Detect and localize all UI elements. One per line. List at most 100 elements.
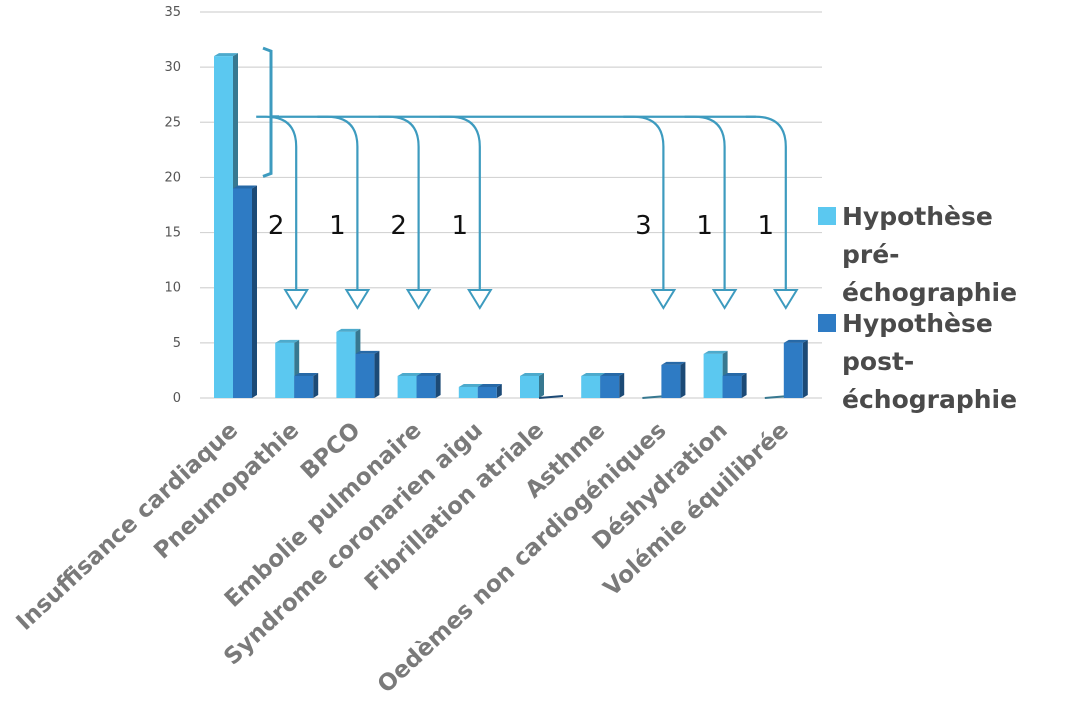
arrow-head	[283, 289, 309, 310]
arrow-path	[745, 115, 787, 291]
bar-front	[477, 386, 497, 398]
arrow-count-label: 1	[329, 211, 346, 241]
bar-post	[294, 372, 319, 398]
arrow: 1	[745, 115, 799, 310]
arrow-path	[317, 115, 359, 291]
bar-front	[397, 375, 417, 398]
bar-front	[294, 375, 314, 398]
bar-front	[275, 342, 295, 398]
legend-swatch-pre	[818, 207, 836, 225]
bar-top	[275, 339, 300, 343]
bar-post	[661, 361, 686, 398]
x-axis: Insuffisance cardiaquePneumopathieBPCOEm…	[12, 417, 794, 698]
bar-top	[783, 339, 808, 343]
bar-post	[477, 383, 502, 398]
bar-post	[538, 395, 564, 399]
arrow-head	[773, 289, 799, 310]
bar-top	[520, 372, 544, 376]
arrow-head	[467, 289, 493, 310]
bar-front	[783, 342, 803, 398]
arrow-head	[405, 289, 432, 310]
bar-front	[458, 386, 478, 398]
arrow-path	[439, 115, 481, 291]
arrow-count-label: 3	[635, 211, 652, 241]
bar-side	[313, 372, 319, 398]
y-tick-label: 10	[164, 281, 181, 296]
bar-top	[397, 372, 422, 376]
bar-front	[520, 375, 539, 398]
bar-front	[355, 353, 375, 398]
arrow-count-label: 2	[268, 211, 285, 241]
arrow-count-label: 1	[696, 211, 713, 241]
bar-post	[416, 372, 441, 398]
bar-post	[233, 185, 257, 398]
bar-top	[703, 350, 728, 354]
bar-side	[435, 372, 441, 398]
bar-top	[233, 185, 257, 189]
arrow: 3	[623, 115, 677, 310]
arrow: 1	[317, 115, 371, 310]
bar-post	[783, 339, 808, 398]
bar-side	[741, 372, 747, 398]
arrow-path	[378, 115, 420, 291]
arrow-count-label: 2	[390, 211, 407, 241]
bar-post	[600, 372, 625, 398]
bar-top	[581, 372, 606, 376]
arrow-path	[684, 115, 726, 291]
bar-front	[233, 188, 252, 398]
bar-front	[722, 375, 742, 398]
arrow-head	[650, 289, 677, 310]
bar-side	[252, 185, 257, 398]
bar-side	[374, 350, 380, 398]
legend-swatch-post	[818, 314, 836, 332]
bar-front	[416, 375, 436, 398]
bar-top	[722, 372, 747, 376]
bar-top	[458, 383, 483, 387]
y-tick-label: 15	[164, 226, 181, 241]
bar-pre	[520, 372, 544, 398]
bar-front	[703, 353, 723, 398]
y-tick-label: 20	[164, 170, 181, 185]
arrow-path	[623, 115, 665, 291]
bar-top	[416, 372, 441, 376]
bar-side	[619, 372, 625, 398]
bar-side	[496, 383, 502, 398]
bar-top	[477, 383, 502, 387]
arrow: 1	[439, 115, 493, 310]
arrow: 2	[256, 115, 309, 310]
bar-front	[581, 375, 601, 398]
bar-side	[802, 339, 808, 398]
arrow-head	[344, 289, 371, 310]
y-tick-label: 0	[173, 391, 181, 406]
x-tick-label: Insuffisance cardiaque	[12, 417, 243, 635]
bracket	[262, 46, 273, 178]
bar-front	[336, 331, 356, 398]
annotation-arrows: 2 1 2 1 3 1 1	[256, 46, 799, 310]
y-tick-label: 35	[164, 5, 181, 20]
bar-side	[539, 372, 544, 398]
bar-top	[661, 361, 686, 365]
arrow: 2	[378, 115, 432, 310]
arrow-path	[256, 115, 298, 291]
y-tick-label: 5	[173, 336, 181, 351]
bar-front	[600, 375, 620, 398]
bar-top	[214, 53, 238, 57]
y-axis: 0 5 10 15 20 25 30 35	[164, 5, 181, 406]
bar-post	[355, 350, 380, 398]
bar-front	[214, 56, 233, 398]
bar-top	[600, 372, 625, 376]
bar-side	[680, 361, 686, 398]
bar-top	[336, 328, 361, 332]
bar-top	[294, 372, 319, 376]
legend-label-post: Hypothèse post-échographie	[842, 309, 1018, 414]
arrow: 1	[684, 115, 738, 310]
arrow-count-label: 1	[452, 211, 469, 241]
grid	[200, 11, 822, 399]
y-tick-label: 25	[164, 115, 181, 130]
bar-front	[661, 364, 681, 398]
bar-top	[355, 350, 380, 354]
y-tick-label: 30	[164, 60, 181, 75]
bar-post	[722, 372, 747, 398]
bar-zero	[538, 395, 564, 399]
